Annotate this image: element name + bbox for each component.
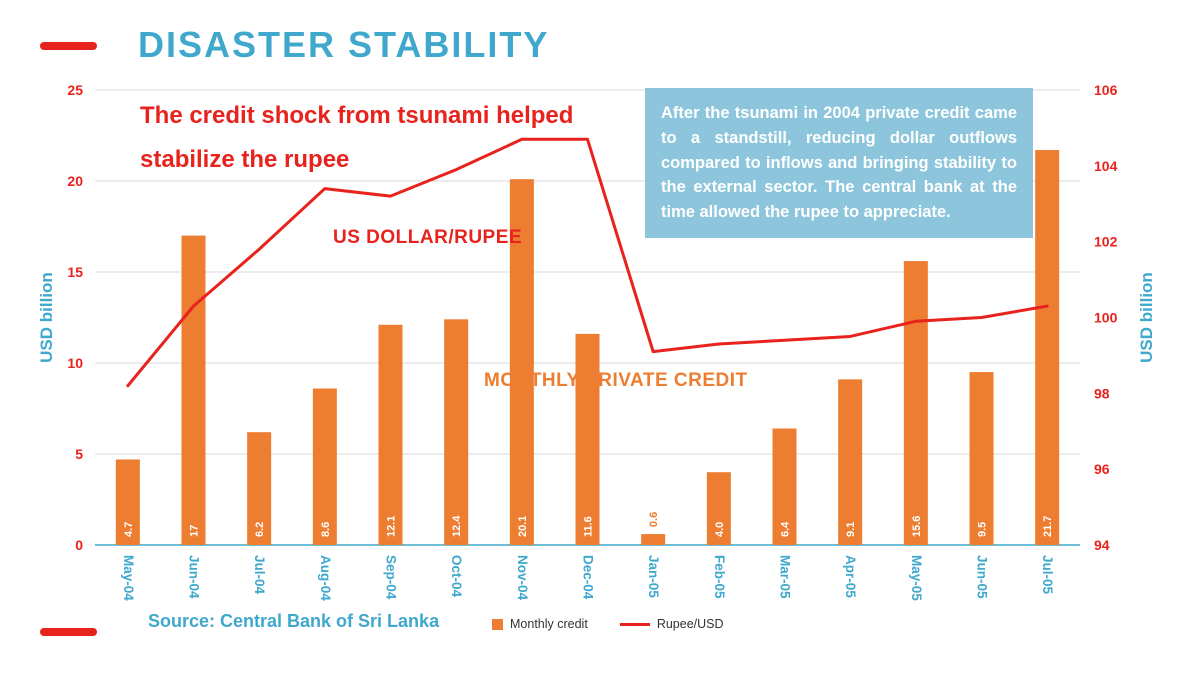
bar-value-label: 9.5 [977,522,989,537]
credit-bar [115,459,140,545]
bar-value-label: 4.7 [123,522,135,537]
bar-value-label: 4.0 [714,522,726,537]
credit-bar [378,324,403,545]
credit-bar [903,261,928,545]
legend-item-monthly-credit: Monthly credit [492,617,588,631]
credit-bar [575,333,600,545]
right-axis-tick: 96 [1094,461,1110,477]
credit-bar [969,372,994,545]
x-axis-label: Jul-04 [252,555,267,595]
credit-bar [706,472,731,545]
left-axis-tick: 5 [75,446,83,462]
annotation-box: After the tsunami in 2004 private credit… [645,88,1033,238]
credit-bar [444,319,469,545]
credit-bar [838,379,863,545]
bar-value-label: 11.6 [583,516,595,537]
credit-bar [1035,150,1060,545]
bar-value-label: 12.1 [386,516,398,537]
right-axis-tick: 94 [1094,537,1110,553]
bar-value-label: 9.1 [845,522,857,537]
x-axis-label: Sep-04 [384,555,399,600]
right-axis-tick: 102 [1094,234,1118,250]
legend-label-monthly-credit: Monthly credit [510,617,588,631]
right-axis-title: USD billion [1137,272,1156,363]
chart-subtitle: The credit shock from tsunami helped sta… [140,102,574,174]
line-swatch-icon [619,622,650,626]
bar-series-label: MONTHLY PRIVATE CREDIT [484,370,748,391]
rupee-usd-line [126,137,1049,388]
bar-value-label: 17 [189,525,201,537]
left-axis-tick: 25 [67,82,83,98]
chart-legend: Monthly credit Rupee/USD [492,617,724,631]
x-axis-label: Mar-05 [778,555,793,599]
right-axis-tick: 100 [1094,310,1118,326]
bar-value-label: 6.2 [254,522,266,537]
credit-bar [509,179,534,545]
x-axis-label: Jul-05 [1040,555,1055,595]
top-accent-dash [40,42,97,50]
x-axis-label: Aug-04 [318,555,333,601]
credit-bar [247,432,272,545]
x-axis-label: Jan-05 [646,555,661,598]
left-axis-title: USD billion [37,272,56,363]
left-axis-tick: 0 [75,537,83,553]
x-axis-label: May-05 [909,555,924,601]
x-axis-label: Oct-04 [449,555,464,598]
bottom-accent-dash [40,628,97,636]
x-axis-label: Jun-04 [187,555,202,599]
page-title: DISASTER STABILITY [138,24,550,65]
bar-value-label: 21.7 [1042,516,1054,537]
credit-bar [772,428,797,545]
left-axis-tick: 15 [67,264,83,280]
right-axis-tick: 98 [1094,385,1110,401]
x-axis-label: May-04 [121,555,136,601]
credit-bar [312,388,337,545]
x-axis-label: Apr-05 [843,555,858,598]
bar-value-label: 8.6 [320,522,332,537]
left-axis-tick: 20 [67,173,83,189]
line-series-label: US DOLLAR/RUPEE [333,227,523,248]
source-note: Source: Central Bank of Sri Lanka [148,611,440,631]
right-axis-tick: 106 [1094,82,1118,98]
left-axis-tick: 10 [67,355,83,371]
credit-bar [641,534,666,545]
legend-item-rupee-usd: Rupee/USD [619,617,724,631]
x-axis-label: Feb-05 [712,555,727,599]
credit-bar [181,235,206,545]
x-axis-label: Dec-04 [581,555,596,600]
bar-value-label: 6.4 [780,521,792,537]
legend-label-rupee-usd: Rupee/USD [656,617,724,631]
bar-value-label: 20.1 [517,516,529,537]
bar-value-label: 0.6 [648,512,660,527]
right-axis-tick: 104 [1094,158,1118,174]
x-axis-label: Nov-04 [515,555,530,601]
x-axis-label: Jun-05 [975,555,990,599]
bar-swatch-icon [492,618,503,630]
bar-value-label: 15.6 [911,516,923,537]
bar-value-label: 12.4 [451,515,463,537]
